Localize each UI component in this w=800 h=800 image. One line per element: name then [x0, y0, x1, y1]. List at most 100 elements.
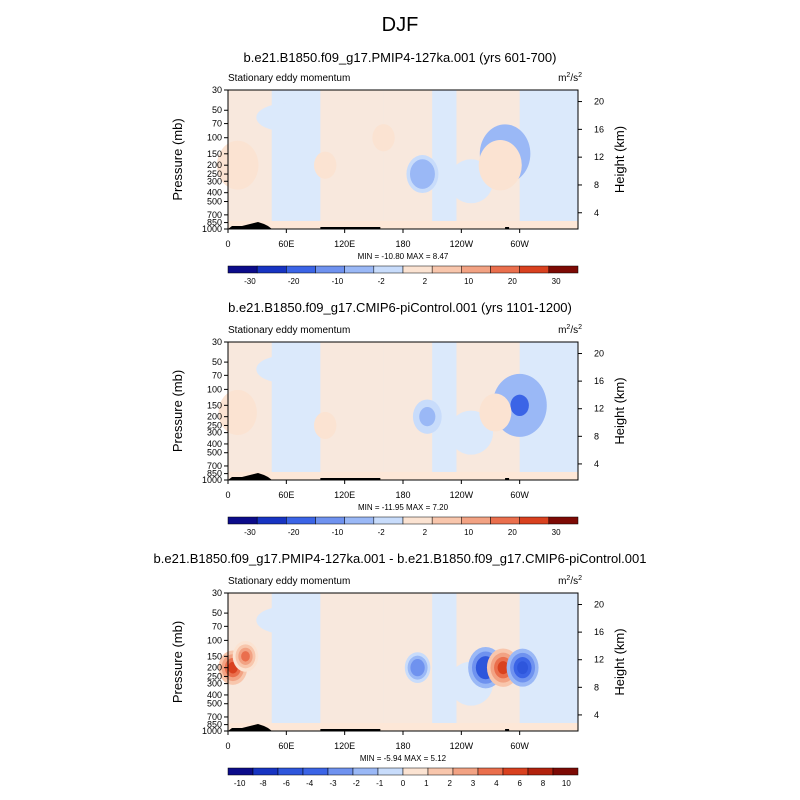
colorbar-segment: [315, 265, 345, 274]
x-tick-label: 120E: [334, 239, 355, 249]
colorbar-label: 20: [508, 528, 517, 537]
x-tick-label: 60E: [278, 741, 294, 751]
colorbar-segment: [402, 265, 433, 274]
colorbar-label: -2: [378, 277, 386, 286]
y-tick-label: 500: [207, 699, 222, 709]
contour-feature-3: [492, 156, 508, 174]
y2-tick-label: 12: [594, 404, 604, 414]
min-max-stats: MIN = -10.80 MAX = 8.47: [358, 252, 449, 261]
figure-title: DJF: [381, 14, 419, 36]
y-tick-label: 30: [212, 337, 222, 347]
x-tick-label: 120E: [334, 741, 355, 751]
y2-tick-label: 20: [594, 600, 604, 610]
contour-feature-3: [489, 406, 501, 419]
surface-band: [228, 221, 578, 229]
colorbar-label: 2: [423, 528, 428, 537]
y-tick-label: 100: [207, 384, 222, 394]
y-tick-label: 250: [207, 420, 222, 430]
colorbar-label: 2: [423, 277, 428, 286]
negative-zone: [256, 103, 317, 132]
y-tick-label: 400: [207, 188, 222, 198]
x-tick-label: 120W: [450, 490, 474, 500]
colorbar-label: 3: [471, 779, 476, 788]
colorbar-label: -10: [234, 779, 246, 788]
y-tick-label: 700: [207, 210, 222, 220]
x-tick-label: 0: [225, 741, 230, 751]
topography: [320, 227, 381, 229]
y2-axis-label: Height (km): [612, 628, 627, 695]
colorbar-label: -1: [376, 779, 384, 788]
y2-tick-label: 12: [594, 152, 604, 162]
colorbar-segment: [431, 265, 462, 274]
y-tick-label: 150: [207, 651, 222, 661]
colorbar-label: -2: [378, 528, 386, 537]
y-tick-label: 300: [207, 679, 222, 689]
y2-tick-label: 20: [594, 349, 604, 359]
y-tick-label: 200: [207, 412, 222, 422]
colorbar-segment: [327, 767, 354, 776]
contour-feature-4: [422, 410, 433, 423]
colorbar-label: -20: [288, 528, 300, 537]
y-tick-label: 850: [207, 469, 222, 479]
colorbar-segment: [502, 767, 529, 776]
negative-zone: [256, 355, 317, 384]
y-tick-label: 850: [207, 218, 222, 228]
x-tick-label: 60E: [278, 239, 294, 249]
y2-tick-label: 16: [594, 627, 604, 637]
colorbar-label: 1: [424, 779, 429, 788]
colorbar-segment: [548, 265, 579, 274]
y-tick-label: 250: [207, 671, 222, 681]
x-tick-label: 180: [395, 741, 410, 751]
colorbar-segment: [302, 767, 329, 776]
contour-feature-4: [497, 661, 509, 675]
topography: [228, 473, 272, 480]
colorbar-segment: [402, 516, 433, 525]
y-tick-label: 700: [207, 461, 222, 471]
y-axis-label: Pressure (mb): [170, 118, 185, 200]
min-max-stats: MIN = -11.95 MAX = 7.20: [358, 503, 449, 512]
colorbar-segment: [315, 516, 345, 525]
contour-feature-2: [241, 651, 250, 662]
y-tick-label: 300: [207, 428, 222, 438]
y-tick-label: 200: [207, 663, 222, 673]
x-tick-label: 120E: [334, 490, 355, 500]
colorbar-segment: [402, 767, 429, 776]
colorbar-label: 4: [494, 779, 499, 788]
y2-tick-label: 4: [594, 710, 599, 720]
topography: [505, 478, 510, 480]
panel-2-plot: [218, 341, 582, 525]
colorbar-label: 30: [552, 277, 561, 286]
units-label: m2/s2: [558, 72, 582, 84]
colorbar-label: -20: [288, 277, 300, 286]
colorbar-label: -6: [283, 779, 291, 788]
colorbar-segment: [256, 265, 287, 274]
contour-feature-4: [417, 167, 428, 181]
contour-feature-6: [413, 662, 422, 673]
colorbar-segment: [227, 767, 254, 776]
y2-tick-label: 8: [594, 431, 599, 441]
x-tick-label: 0: [225, 239, 230, 249]
colorbar-segment: [490, 516, 520, 525]
negative-zone: [256, 606, 317, 635]
panel-1-title: b.e21.B1850.f09_g17.PMIP4-127ka.001 (yrs…: [243, 50, 557, 65]
contour-feature-5: [517, 661, 529, 675]
colorbar-label: 2: [447, 779, 452, 788]
colorbar-label: -10: [332, 528, 344, 537]
topography: [320, 478, 381, 480]
colorbar-segment: [277, 767, 304, 776]
y-tick-label: 50: [212, 357, 222, 367]
panel-3-plot: [218, 592, 582, 776]
y2-tick-label: 4: [594, 459, 599, 469]
x-tick-label: 180: [395, 239, 410, 249]
x-tick-label: 60W: [510, 239, 529, 249]
positive-zone: [320, 342, 384, 480]
colorbar-label: 20: [508, 277, 517, 286]
topography: [228, 222, 272, 229]
colorbar-segment: [256, 516, 287, 525]
colorbar-segment: [519, 516, 550, 525]
topography: [505, 729, 510, 731]
x-tick-label: 60W: [510, 741, 529, 751]
colorbar-segment: [431, 516, 462, 525]
colorbar-segment: [252, 767, 279, 776]
